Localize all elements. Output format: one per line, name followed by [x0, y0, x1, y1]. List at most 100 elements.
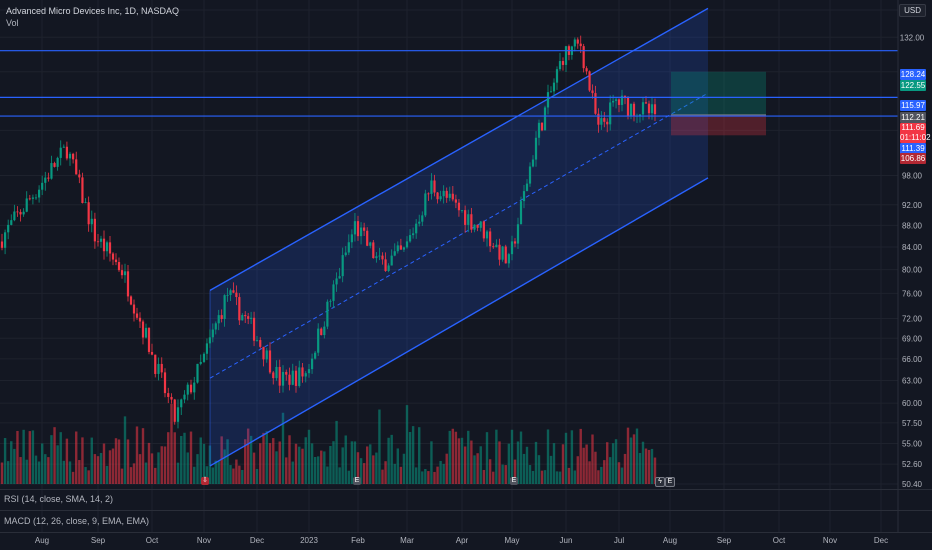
- candle-body: [546, 92, 550, 108]
- volume-bar: [399, 466, 403, 484]
- candle-body: [62, 146, 65, 148]
- volume-bar: [10, 441, 13, 484]
- candle-body: [641, 102, 645, 115]
- volume-bar: [558, 471, 562, 484]
- volume-bar: [71, 471, 75, 484]
- last-price: 111.69: [901, 123, 925, 132]
- candle-body: [294, 370, 298, 386]
- earnings-marker-icon[interactable]: E: [353, 477, 361, 485]
- volume-bar: [0, 462, 4, 484]
- candle-body: [579, 43, 582, 47]
- candle-body: [314, 352, 317, 359]
- volume-bar: [102, 443, 106, 484]
- volume-bar: [647, 449, 651, 484]
- horizontal-levels[interactable]: [0, 50, 898, 117]
- volume-bar: [16, 430, 19, 484]
- volume-bar: [173, 432, 176, 484]
- candle-body: [93, 218, 96, 242]
- volume-bar: [552, 443, 556, 484]
- candle-body: [47, 177, 50, 179]
- volume-bar: [53, 427, 56, 484]
- candle-body: [525, 183, 529, 192]
- candle-body: [205, 343, 209, 354]
- parallel-channel[interactable]: [209, 7, 709, 467]
- volume-bar: [384, 461, 387, 484]
- level-badge-111: 111.39: [900, 143, 926, 154]
- volume-bar: [3, 438, 7, 484]
- volume-bar: [220, 436, 223, 484]
- candle-body: [489, 231, 492, 247]
- earnings-upcoming-icon[interactable]: E: [665, 477, 675, 487]
- volume-bar: [594, 451, 597, 484]
- currency-badge[interactable]: USD: [899, 4, 926, 17]
- candle-body: [291, 370, 294, 385]
- candle-body: [558, 61, 562, 70]
- volume-bar: [189, 431, 193, 484]
- long-position-tool[interactable]: [671, 71, 766, 136]
- volume-bar: [359, 458, 363, 484]
- candle-body: [84, 202, 87, 204]
- candle-body: [522, 191, 526, 202]
- candle-body: [591, 90, 594, 94]
- pane-divider[interactable]: [0, 510, 932, 511]
- volume-bar: [196, 454, 199, 484]
- time-tick-label: 2023: [300, 536, 318, 545]
- volume-bar: [418, 427, 421, 484]
- position-profit-zone: [671, 71, 766, 115]
- rsi-indicator-label[interactable]: RSI (14, close, SMA, 14, 2): [4, 494, 114, 504]
- time-tick-label: Feb: [351, 536, 365, 545]
- time-tick-label: Oct: [146, 536, 159, 545]
- volume-bar: [229, 465, 232, 484]
- volume-bar: [365, 446, 369, 484]
- candle-body: [332, 284, 335, 301]
- volume-bar: [421, 471, 424, 484]
- volume-bar: [567, 467, 571, 484]
- volume-bar: [34, 455, 38, 484]
- candle-body: [375, 256, 378, 259]
- candle-body: [180, 399, 183, 408]
- volume-bar: [470, 440, 473, 484]
- pane-divider[interactable]: [0, 489, 932, 490]
- macd-indicator-label[interactable]: MACD (12, 26, close, 9, EMA, EMA): [4, 516, 150, 526]
- candle-body: [304, 373, 307, 377]
- volume-bar: [281, 412, 285, 484]
- candle-body: [223, 295, 226, 319]
- candle-body: [75, 159, 78, 175]
- time-tick-label: Mar: [400, 536, 414, 545]
- dividend-marker-icon[interactable]: ⇩: [201, 477, 209, 485]
- candle-body: [510, 241, 514, 255]
- volume-bar: [540, 470, 544, 484]
- volume-bar: [463, 446, 467, 484]
- volume-bar: [606, 442, 609, 484]
- price-tick-label: 63.00: [902, 376, 923, 385]
- candle-body: [147, 327, 151, 352]
- time-axis[interactable]: Aug Sep Oct Nov Dec 2023 Feb Mar Apr May Jun Jul Aug…: [35, 536, 888, 545]
- candle-body: [614, 99, 618, 101]
- candle-body: [320, 328, 323, 336]
- entry-badge: 112.21: [900, 112, 926, 123]
- candle-body: [473, 224, 476, 230]
- earnings-marker-icon[interactable]: E: [510, 477, 518, 485]
- volume-bar: [285, 457, 288, 484]
- volume-bar: [451, 428, 455, 484]
- candle-body: [298, 367, 301, 386]
- candle-body: [34, 197, 38, 199]
- lightning-icon[interactable]: ϟ: [655, 477, 665, 487]
- volume-label: Vol: [6, 18, 19, 28]
- volume-bar: [241, 470, 244, 484]
- volume-bar: [519, 431, 523, 484]
- candle-body: [415, 223, 418, 234]
- candle-body: [285, 371, 288, 375]
- volume-bar: [653, 457, 657, 484]
- volume-bar: [620, 467, 624, 484]
- pane-divider[interactable]: [0, 532, 932, 533]
- candle-body: [353, 221, 357, 235]
- candle-body: [507, 254, 510, 264]
- volume-bar: [473, 455, 476, 484]
- volume-bar: [160, 446, 163, 484]
- volume-bar: [436, 466, 439, 484]
- candle-body: [384, 259, 387, 271]
- volume-bar: [19, 457, 22, 484]
- volume-bar: [301, 448, 304, 484]
